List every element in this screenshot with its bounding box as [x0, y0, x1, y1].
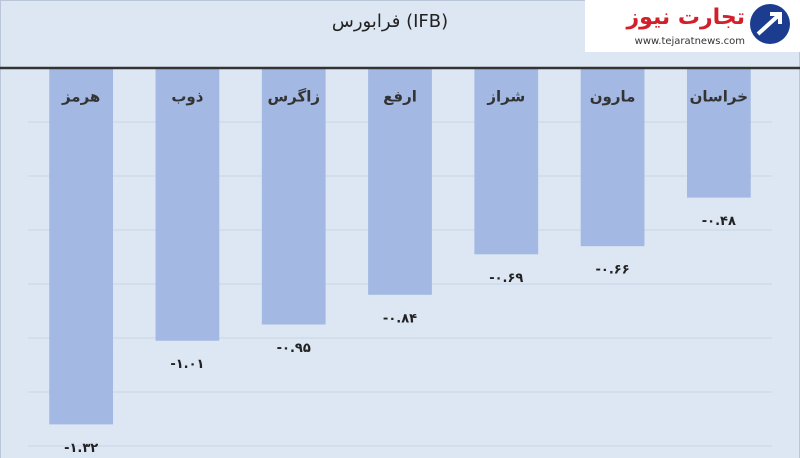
x-tick-label: ارفع: [383, 88, 417, 106]
bar: [368, 68, 432, 295]
value-label: -۰.۸۴: [383, 311, 417, 326]
bar: [474, 68, 539, 255]
bar: [261, 68, 326, 325]
value-label: -۱.۳۲: [64, 441, 98, 456]
value-label: -۱.۰۱: [170, 357, 204, 372]
x-tick-label: ذوب: [171, 88, 203, 106]
bar: [580, 68, 645, 247]
value-label: -۰.۴۸: [702, 214, 736, 229]
x-tick-label: شراز: [486, 88, 525, 106]
logo-url: www.tejaratnews.com: [635, 36, 745, 47]
logo-name: تجارت نیوز: [625, 5, 745, 30]
x-tick-label: مارون: [590, 88, 636, 106]
logo-arrow: [756, 12, 782, 36]
value-label: -۰.۹۵: [277, 341, 311, 356]
value-label: -۰.۶۹: [489, 271, 523, 286]
chart-title: فرابورس (IFB): [332, 11, 448, 32]
x-tick-label: زاگرس: [267, 88, 320, 106]
bar: [155, 68, 220, 341]
bar: [686, 68, 751, 198]
value-label: -۰.۶۶: [596, 263, 630, 278]
logo: تجارت نیوز www.tejaratnews.com: [585, 0, 800, 52]
x-tick-label: هرمز: [61, 88, 100, 106]
x-tick-label: خراسان: [690, 88, 748, 106]
bar: [49, 68, 114, 425]
